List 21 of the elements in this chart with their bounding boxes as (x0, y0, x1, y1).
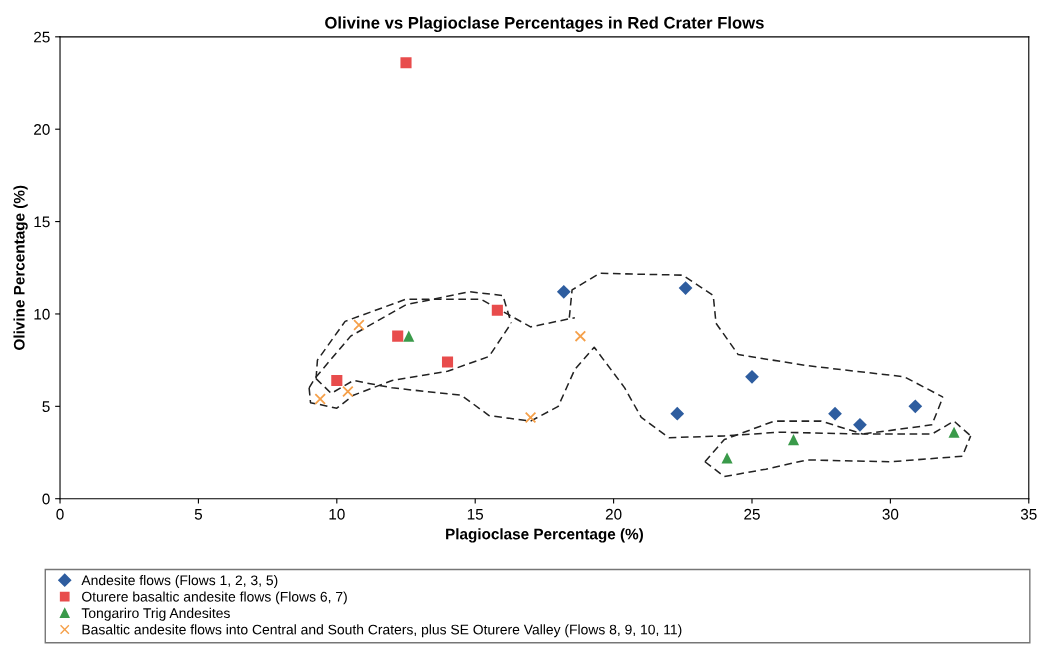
legend-label: Basaltic andesite flows into Central and South Craters, plus SE Oturere Valley (Flows 8, 9, 10, 11) (82, 624, 682, 638)
x-tick-label: 20 (605, 508, 622, 520)
legend-label: Oturere basaltic andesite flows (Flows 6, 7) (82, 591, 347, 605)
legend-label: Andesite flows (Flows 1, 2, 3, 5) (81, 575, 278, 588)
y-tick-label: 20 (34, 124, 50, 135)
y-tick-label: 5 (42, 401, 50, 413)
x-tick-label: 25 (744, 508, 760, 520)
x-axis-title: Plagioclase Percentage (%) (446, 528, 643, 543)
legend-label: Tongariro Trig Andesites (81, 607, 230, 621)
x-tick-label: 35 (1020, 508, 1037, 520)
chart-title: Olivine vs Plagioclase Percentages in Red Crater Flows (325, 16, 764, 33)
x-tick-label: 10 (329, 508, 345, 520)
x-tick-label: 30 (882, 508, 899, 520)
y-tick-label: 25 (34, 31, 50, 43)
y-tick-label: 10 (34, 308, 50, 320)
y-axis-title: Olivine Percentage (%) (13, 185, 28, 350)
x-tick-label: 15 (467, 509, 484, 520)
x-tick-label: 0 (56, 508, 64, 520)
y-tick-label: 15 (34, 216, 50, 228)
y-tick-label: 0 (42, 493, 50, 505)
x-tick-label: 5 (194, 509, 203, 520)
